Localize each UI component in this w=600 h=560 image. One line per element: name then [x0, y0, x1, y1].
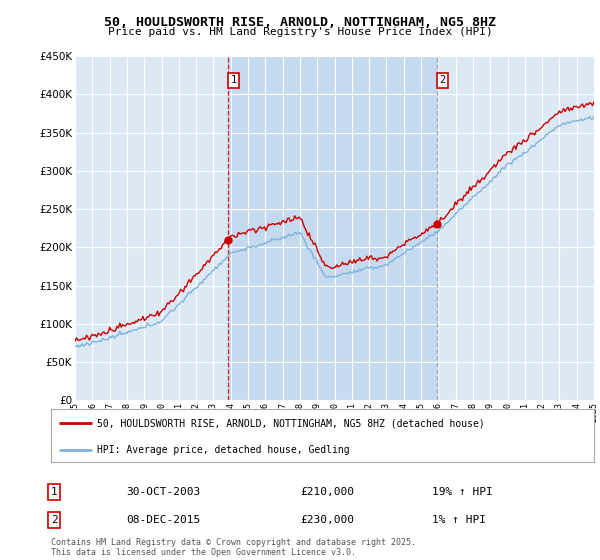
Text: HPI: Average price, detached house, Gedling: HPI: Average price, detached house, Gedl…	[97, 445, 350, 455]
Text: 1: 1	[230, 76, 236, 86]
Text: Contains HM Land Registry data © Crown copyright and database right 2025.
This d: Contains HM Land Registry data © Crown c…	[51, 538, 416, 557]
Text: 2: 2	[440, 76, 446, 86]
Text: £210,000: £210,000	[300, 487, 354, 497]
Text: 1% ↑ HPI: 1% ↑ HPI	[432, 515, 486, 525]
Text: 2: 2	[50, 515, 58, 525]
Text: £230,000: £230,000	[300, 515, 354, 525]
Text: 1: 1	[50, 487, 58, 497]
Text: 30-OCT-2003: 30-OCT-2003	[126, 487, 200, 497]
Bar	[228, 56, 437, 400]
Text: 08-DEC-2015: 08-DEC-2015	[126, 515, 200, 525]
Text: 50, HOULDSWORTH RISE, ARNOLD, NOTTINGHAM, NG5 8HZ (detached house): 50, HOULDSWORTH RISE, ARNOLD, NOTTINGHAM…	[97, 418, 485, 428]
Text: 19% ↑ HPI: 19% ↑ HPI	[432, 487, 493, 497]
Text: 50, HOULDSWORTH RISE, ARNOLD, NOTTINGHAM, NG5 8HZ: 50, HOULDSWORTH RISE, ARNOLD, NOTTINGHAM…	[104, 16, 496, 29]
Text: Price paid vs. HM Land Registry's House Price Index (HPI): Price paid vs. HM Land Registry's House …	[107, 27, 493, 37]
